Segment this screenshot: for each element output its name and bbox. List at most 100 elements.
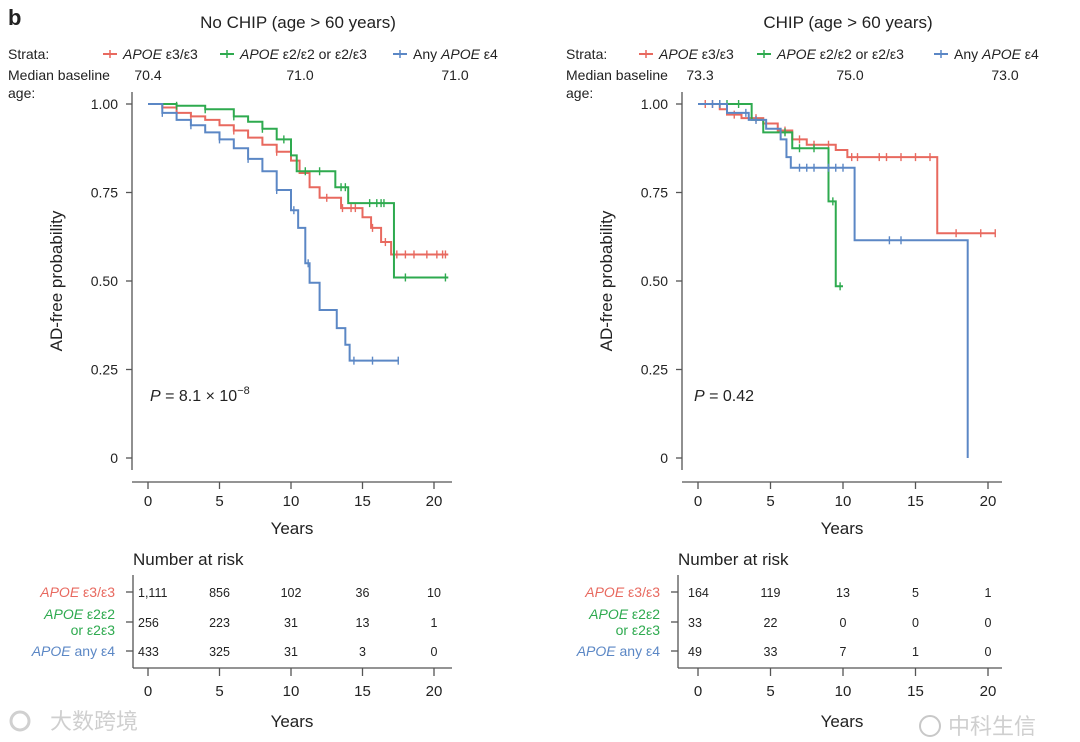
risk-label-gene: APOE bbox=[39, 584, 80, 600]
legend-suffix: ε4 bbox=[480, 46, 498, 62]
risk-cell: 1,111 bbox=[138, 586, 167, 600]
risk-cell: 36 bbox=[356, 586, 370, 600]
x-tick-label: 5 bbox=[215, 493, 223, 510]
y-tick-label: 0.50 bbox=[641, 273, 668, 289]
y-tick-label: 1.00 bbox=[91, 96, 118, 112]
y-tick-label: 0.75 bbox=[641, 185, 668, 201]
risk-cell: 164 bbox=[688, 586, 709, 600]
risk-cell: 3 bbox=[359, 645, 366, 659]
y-axis-label: AD-free probability bbox=[47, 210, 66, 351]
risk-cell: 13 bbox=[356, 616, 370, 630]
risk-label-gene: APOE bbox=[588, 606, 629, 622]
legend-label-e3e3: APOE ε3/ε3 bbox=[122, 46, 198, 62]
risk-row-label-e2: or ε2ε3 bbox=[616, 622, 661, 638]
y-axis-label: AD-free probability bbox=[597, 210, 616, 351]
risk-row-label-e4: APOE any ε4 bbox=[576, 643, 660, 659]
legend-suffix: ε2/ε2 or ε2/ε3 bbox=[816, 46, 904, 62]
risk-row-label-e3e3: APOE ε3/ε3 bbox=[39, 584, 115, 600]
legend-gene: APOE bbox=[776, 46, 817, 62]
km-panel-0: No CHIP (age > 60 years) Strata: Median ba… bbox=[8, 13, 498, 731]
risk-cell: 223 bbox=[209, 616, 230, 630]
legend-gene: APOE bbox=[122, 46, 163, 62]
x-tick-label: 5 bbox=[766, 493, 774, 510]
x-axis-label: Years bbox=[821, 519, 864, 538]
x-tick-label: 10 bbox=[283, 493, 300, 510]
risk-cell: 33 bbox=[688, 616, 702, 630]
legend-gene: APOE bbox=[440, 46, 481, 62]
risk-cell: 433 bbox=[138, 645, 159, 659]
risk-label-text: any ε4 bbox=[71, 643, 116, 659]
median-label: Median baseline bbox=[566, 67, 668, 83]
p-text: = 0.42 bbox=[705, 388, 754, 405]
risk-x-tick-label: 10 bbox=[835, 683, 852, 700]
p-exponent: −8 bbox=[237, 385, 250, 397]
risk-x-tick-label: 20 bbox=[426, 683, 443, 700]
y-tick-label: 0.25 bbox=[91, 362, 118, 378]
risk-x-tick-label: 0 bbox=[694, 683, 702, 700]
legend-gene: APOE bbox=[658, 46, 699, 62]
risk-label-gene: APOE bbox=[584, 584, 625, 600]
strata-label: Strata: bbox=[566, 46, 607, 62]
risk-cell: 1 bbox=[985, 586, 992, 600]
km-curve-e4 bbox=[698, 103, 969, 458]
x-tick-label: 0 bbox=[144, 493, 152, 510]
legend-label-e2: APOE ε2/ε2 or ε2/ε3 bbox=[239, 46, 367, 62]
median-label: Median baseline bbox=[8, 67, 110, 83]
risk-x-tick-label: 15 bbox=[907, 683, 924, 700]
risk-table-title: Number at risk bbox=[133, 550, 244, 569]
risk-row-label-e4: APOE any ε4 bbox=[31, 643, 115, 659]
strata-label: Strata: bbox=[8, 46, 49, 62]
median-label-2: age: bbox=[8, 85, 35, 101]
p-text: = 8.1 × 10 bbox=[161, 388, 238, 405]
y-tick-label: 1.00 bbox=[641, 96, 668, 112]
risk-table-title: Number at risk bbox=[678, 550, 789, 569]
p-label: P bbox=[694, 388, 705, 405]
km-curve-e4 bbox=[148, 103, 399, 362]
x-tick-label: 10 bbox=[835, 493, 852, 510]
watermark-logo-icon bbox=[9, 710, 31, 732]
risk-label-text: ε2ε2 bbox=[83, 606, 115, 622]
risk-cell: 325 bbox=[209, 645, 230, 659]
risk-label-gene: APOE bbox=[576, 643, 617, 659]
legend-label-e4: Any APOE ε4 bbox=[413, 46, 498, 62]
legend-prefix: Any bbox=[954, 46, 982, 62]
risk-cell: 31 bbox=[284, 616, 298, 630]
risk-cell: 33 bbox=[764, 645, 778, 659]
median-age-e4: 73.0 bbox=[991, 67, 1018, 83]
risk-label-text: or ε2ε3 bbox=[616, 622, 661, 638]
panel-letter: b bbox=[8, 5, 21, 30]
x-tick-label: 15 bbox=[907, 493, 924, 510]
km-curve-e3e3 bbox=[148, 103, 449, 256]
risk-cell: 256 bbox=[138, 616, 159, 630]
risk-cell: 10 bbox=[427, 586, 441, 600]
x-tick-label: 20 bbox=[426, 493, 443, 510]
watermark-right: 中科生信 bbox=[948, 714, 1036, 739]
y-tick-label: 0 bbox=[660, 450, 668, 466]
p-value: P = 0.42 bbox=[694, 388, 754, 405]
median-age-e3e3: 70.4 bbox=[134, 67, 161, 83]
median-age-e3e3: 73.3 bbox=[686, 67, 713, 83]
risk-x-axis-label: Years bbox=[271, 712, 314, 731]
median-label-2: age: bbox=[566, 85, 593, 101]
risk-x-axis-label: Years bbox=[821, 712, 864, 731]
risk-x-tick-label: 10 bbox=[283, 683, 300, 700]
median-age-e4: 71.0 bbox=[441, 67, 468, 83]
risk-cell: 5 bbox=[912, 586, 919, 600]
risk-row-label-e2: APOE ε2ε2 bbox=[43, 606, 115, 622]
risk-cell: 13 bbox=[836, 586, 850, 600]
x-tick-label: 15 bbox=[354, 493, 371, 510]
risk-cell: 49 bbox=[688, 645, 702, 659]
risk-x-tick-label: 0 bbox=[144, 683, 152, 700]
x-axis-label: Years bbox=[271, 519, 314, 538]
chart-title: CHIP (age > 60 years) bbox=[763, 13, 932, 32]
legend-label-e4: Any APOE ε4 bbox=[954, 46, 1039, 62]
risk-cell: 1 bbox=[431, 616, 438, 630]
risk-label-text: ε3/ε3 bbox=[79, 584, 115, 600]
risk-cell: 22 bbox=[764, 616, 778, 630]
y-tick-label: 0.50 bbox=[91, 273, 118, 289]
risk-x-tick-label: 20 bbox=[980, 683, 997, 700]
risk-cell: 102 bbox=[281, 586, 302, 600]
y-tick-label: 0 bbox=[110, 450, 118, 466]
risk-cell: 0 bbox=[985, 645, 992, 659]
